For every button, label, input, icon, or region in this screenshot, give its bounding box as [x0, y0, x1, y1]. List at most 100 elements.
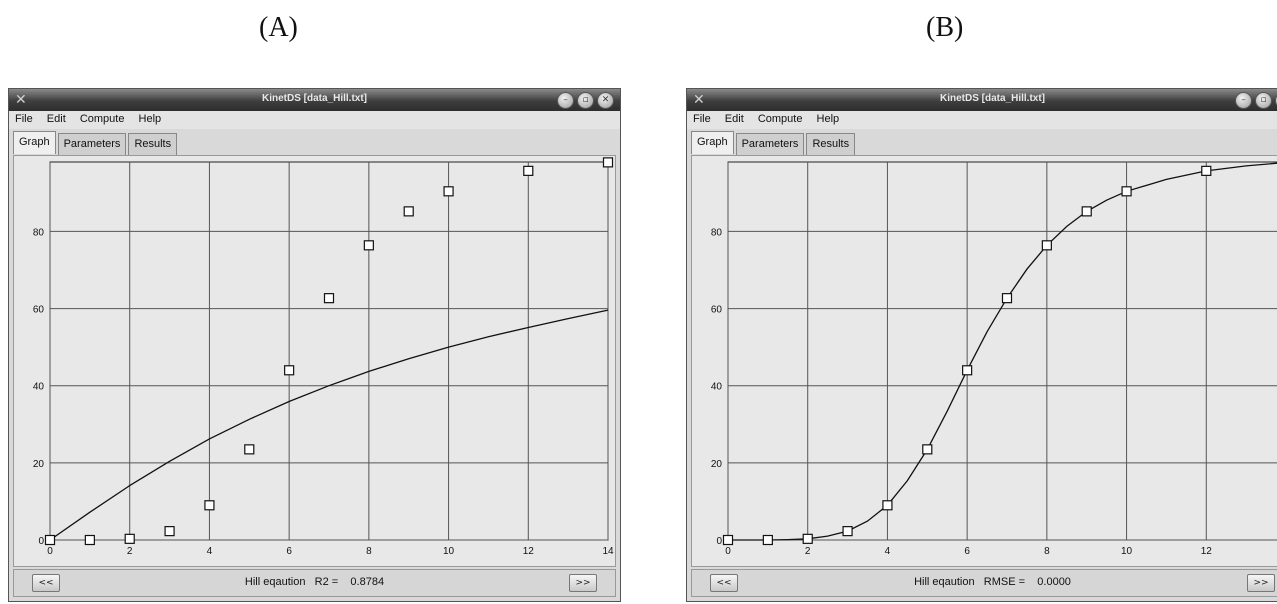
metric-label: RMSE = [983, 576, 1026, 588]
menu-help[interactable]: Help [816, 113, 840, 125]
y-tick-label: 40 [711, 382, 723, 393]
tab-parameters[interactable]: Parameters [57, 133, 127, 155]
data-point [1201, 165, 1212, 176]
next-button[interactable]: >> [1247, 574, 1275, 592]
data-point [1001, 293, 1013, 304]
x-tick-label: 4 [885, 546, 891, 557]
tab-parameters[interactable]: Parameters [735, 133, 805, 155]
app-window-a: ✕ KinetDS [data_Hill.txt] – ▫ ✕ File Edi… [8, 88, 621, 602]
data-point [882, 500, 893, 511]
maximize-icon[interactable]: ▫ [1255, 92, 1272, 109]
y-tick-label: 0 [38, 536, 44, 547]
window-controls: – ▫ ✕ [1235, 92, 1277, 109]
data-point [802, 533, 813, 544]
status-text: Hill eqaution R2 = 0.8784 [14, 576, 615, 588]
graph-frame: 0 2 4 6 8 10 12 14 0 20 40 60 80 [13, 155, 616, 567]
x-tick-label: 2 [127, 546, 133, 557]
x-tick-label: 0 [47, 546, 53, 557]
fit-curve [49, 309, 609, 541]
x-tick-label: 8 [1044, 546, 1050, 557]
data-point [922, 444, 933, 455]
tab-graph[interactable]: Graph [691, 131, 734, 154]
y-tick-label: 80 [33, 227, 45, 238]
menubar: File Edit Compute Help [687, 111, 1277, 129]
maximize-icon[interactable]: ▫ [577, 92, 594, 109]
data-point [84, 534, 95, 546]
status-label: Hill eqaution [914, 576, 975, 588]
prev-button[interactable]: << [710, 574, 738, 592]
menu-file[interactable]: File [15, 113, 33, 125]
menu-edit[interactable]: Edit [724, 113, 744, 125]
x-tick-label: 14 [602, 546, 614, 557]
plot-area [727, 161, 1277, 541]
tab-bar: Graph Parameters Results [13, 131, 179, 155]
x-tick-label: 2 [805, 546, 811, 557]
minimize-icon[interactable]: – [557, 92, 574, 109]
y-tick-label: 60 [33, 305, 45, 316]
tab-graph[interactable]: Graph [13, 131, 56, 154]
data-point [323, 293, 335, 304]
data-point [164, 526, 175, 537]
app-icon: ✕ [15, 92, 27, 108]
next-button[interactable]: >> [569, 574, 597, 592]
minimize-icon[interactable]: – [1235, 92, 1252, 109]
x-tick-label: 10 [443, 546, 455, 557]
titlebar[interactable]: ✕ KinetDS [data_Hill.txt] – ▫ ✕ [687, 89, 1277, 111]
prev-button[interactable]: << [32, 574, 60, 592]
y-tick-label: 20 [711, 459, 723, 470]
data-point [244, 444, 255, 455]
tab-results[interactable]: Results [806, 133, 856, 155]
status-text: Hill eqaution RMSE = 0.0000 [692, 576, 1277, 588]
data-point [722, 534, 734, 546]
close-icon[interactable]: ✕ [597, 92, 614, 109]
data-point [204, 500, 215, 511]
window-title: KinetDS [data_Hill.txt] [939, 93, 1045, 104]
metric-value: 0.8784 [350, 576, 385, 588]
data-point [403, 206, 414, 217]
data-point [1041, 240, 1052, 251]
tab-results[interactable]: Results [128, 133, 178, 155]
y-tick-label: 80 [711, 227, 723, 238]
menu-compute[interactable]: Compute [757, 113, 803, 125]
y-tick-label: 60 [711, 305, 723, 316]
menu-compute[interactable]: Compute [79, 113, 125, 125]
data-point [842, 526, 853, 537]
data-point [523, 165, 534, 176]
status-bar: << Hill eqaution R2 = 0.8784 >> [13, 569, 616, 597]
x-tick-label: 8 [366, 546, 372, 557]
data-point [363, 240, 374, 251]
data-point [962, 365, 973, 376]
y-tick-label: 40 [33, 382, 45, 393]
x-tick-label: 6 [286, 546, 292, 557]
window-controls: – ▫ ✕ [557, 92, 614, 109]
status-label: Hill eqaution [244, 576, 306, 588]
menu-help[interactable]: Help [138, 113, 162, 125]
x-tick-label: 12 [523, 546, 535, 557]
x-tick-label: 0 [725, 546, 731, 557]
data-point [762, 534, 773, 546]
x-tick-label: 12 [1201, 546, 1213, 557]
panel-label-a: (A) [259, 12, 298, 43]
data-point [284, 365, 295, 376]
app-window-b: ✕ KinetDS [data_Hill.txt] – ▫ ✕ File Edi… [686, 88, 1277, 602]
data-point [602, 157, 614, 168]
menu-file[interactable]: File [693, 113, 711, 125]
data-point [1121, 186, 1132, 197]
x-tick-label: 4 [207, 546, 213, 557]
panel-label-b: (B) [926, 12, 964, 43]
x-tick-label: 10 [1121, 546, 1133, 557]
menu-edit[interactable]: Edit [46, 113, 66, 125]
menubar: File Edit Compute Help [9, 111, 620, 129]
y-tick-label: 0 [716, 536, 722, 547]
app-icon: ✕ [693, 92, 705, 108]
titlebar[interactable]: ✕ KinetDS [data_Hill.txt] – ▫ ✕ [9, 89, 620, 111]
data-point [443, 186, 454, 197]
data-point [1081, 206, 1092, 217]
window-title: KinetDS [data_Hill.txt] [261, 93, 367, 104]
x-tick-label: 6 [964, 546, 970, 557]
data-point [124, 533, 135, 544]
metric-value: 0.0000 [1037, 576, 1071, 588]
y-tick-label: 20 [33, 459, 45, 470]
